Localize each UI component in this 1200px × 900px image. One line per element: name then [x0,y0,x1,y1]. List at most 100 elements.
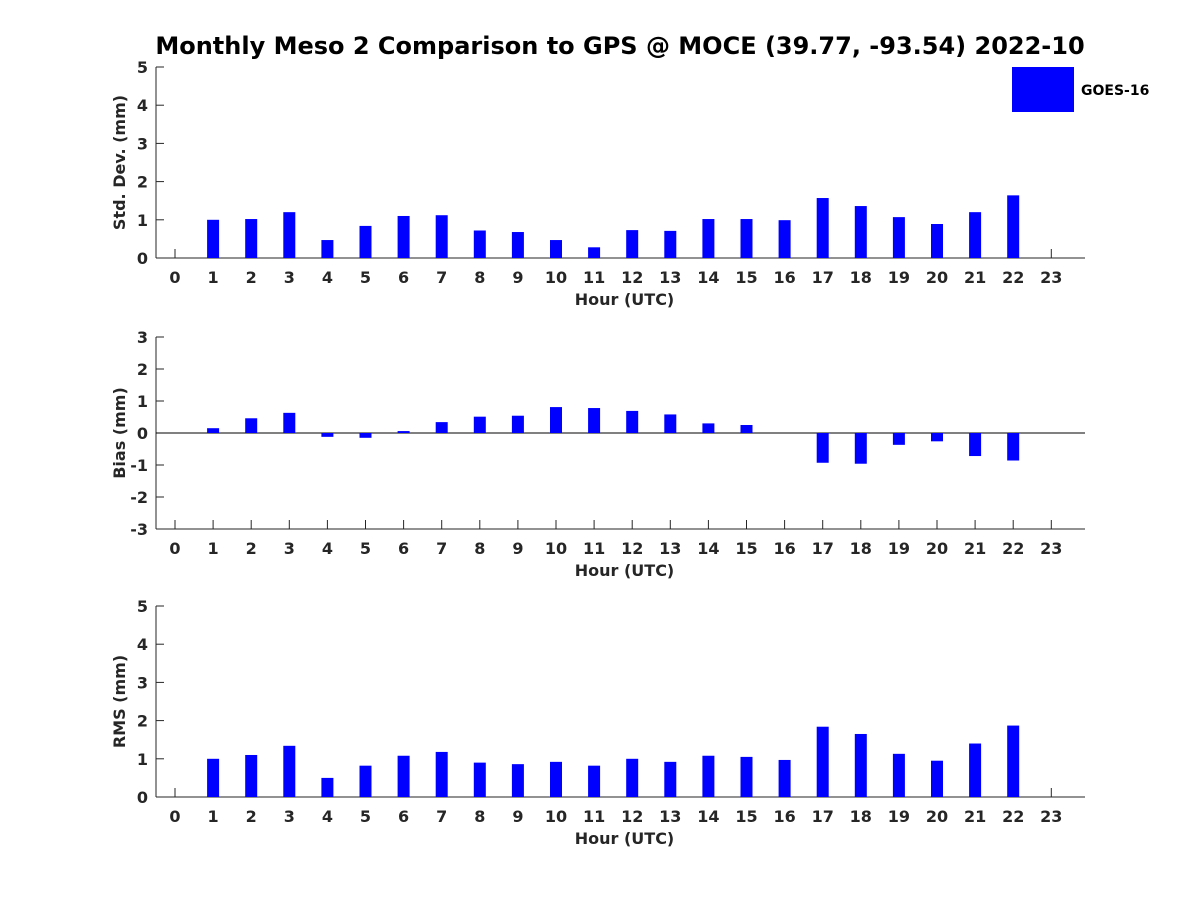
x-tick-label: 4 [322,268,333,287]
bar [283,412,296,433]
bar [550,761,562,797]
x-tick-label: 0 [169,539,180,558]
bar [892,217,905,258]
x-tick-label: 7 [436,539,447,558]
x-tick-label: 18 [850,807,872,826]
legend: GOES-16 [1012,67,1149,112]
y-tick-label: 3 [137,673,148,692]
bar [473,762,486,797]
y-tick-label: 4 [137,635,148,654]
bar [854,206,867,258]
x-tick-label: 10 [545,268,567,287]
bar [359,433,372,438]
bar [359,765,372,797]
y-axis-label: RMS (mm) [110,655,129,748]
bar [359,225,372,258]
x-tick-label: 13 [659,539,681,558]
bar [626,758,639,797]
x-tick-label: 7 [436,807,447,826]
bar [550,240,562,258]
x-tick-label: 20 [926,807,948,826]
bar [892,433,905,445]
y-tick-label: -3 [130,520,148,539]
bar [816,726,829,797]
bar [397,215,410,258]
legend-label: GOES-16 [1081,83,1149,99]
x-tick-label: 16 [773,807,795,826]
bar [245,219,258,258]
y-tick-label: -1 [130,456,148,475]
x-tick-label: 19 [888,539,910,558]
x-tick-label: 21 [964,268,986,287]
x-tick-label: 21 [964,539,986,558]
bar [283,212,296,258]
x-tick-label: 22 [1002,539,1024,558]
y-tick-label: 5 [137,58,148,77]
bar [626,410,639,433]
x-tick-label: 19 [888,807,910,826]
x-tick-label: 5 [360,268,371,287]
x-tick-label: 14 [697,807,719,826]
x-tick-label: 8 [474,268,485,287]
x-tick-label: 13 [659,807,681,826]
y-tick-label: -2 [130,488,148,507]
bar [435,751,448,797]
y-tick-label: 3 [137,134,148,153]
bar [931,224,943,258]
x-tick-label: 1 [208,807,219,826]
x-axis-label: Hour (UTC) [575,561,675,580]
x-tick-label: 14 [697,268,719,287]
bar [397,755,410,797]
bar [435,215,448,258]
x-tick-label: 12 [621,268,643,287]
bar [854,733,867,797]
bar [740,219,753,258]
y-tick-label: 0 [137,424,148,443]
x-tick-label: 20 [926,268,948,287]
y-tick-label: 5 [137,597,148,616]
bar [664,414,677,433]
bar [778,759,791,797]
x-tick-label: 2 [246,807,257,826]
legend-swatch-goes16 [1012,67,1074,112]
x-tick-label: 11 [583,539,605,558]
bar [664,761,677,797]
x-tick-label: 9 [512,539,523,558]
bar [892,753,905,797]
x-tick-label: 14 [697,539,719,558]
x-tick-label: 0 [169,807,180,826]
bar [473,230,486,258]
x-tick-label: 22 [1002,268,1024,287]
x-tick-label: 2 [246,268,257,287]
y-axis-label: Bias (mm) [110,387,129,479]
x-tick-label: 20 [926,539,948,558]
x-axis-label: Hour (UTC) [575,829,675,848]
y-tick-label: 3 [137,328,148,347]
bar [511,764,524,797]
x-tick-label: 12 [621,807,643,826]
y-tick-label: 2 [137,360,148,379]
x-tick-label: 22 [1002,807,1024,826]
x-tick-label: 23 [1040,268,1062,287]
y-tick-label: 1 [137,392,148,411]
y-tick-label: 4 [137,96,148,115]
x-tick-label: 0 [169,268,180,287]
bar [626,230,639,258]
x-tick-label: 4 [322,539,333,558]
x-tick-label: 12 [621,539,643,558]
x-tick-label: 16 [773,539,795,558]
bar [702,755,715,797]
bar [588,247,601,258]
bar [321,777,334,797]
y-tick-label: 2 [137,712,148,731]
bar [207,758,220,797]
bar [740,756,753,797]
bar [245,754,258,797]
x-tick-label: 3 [284,807,295,826]
y-axis-label: Std. Dev. (mm) [110,95,129,230]
y-tick-label: 1 [137,750,148,769]
